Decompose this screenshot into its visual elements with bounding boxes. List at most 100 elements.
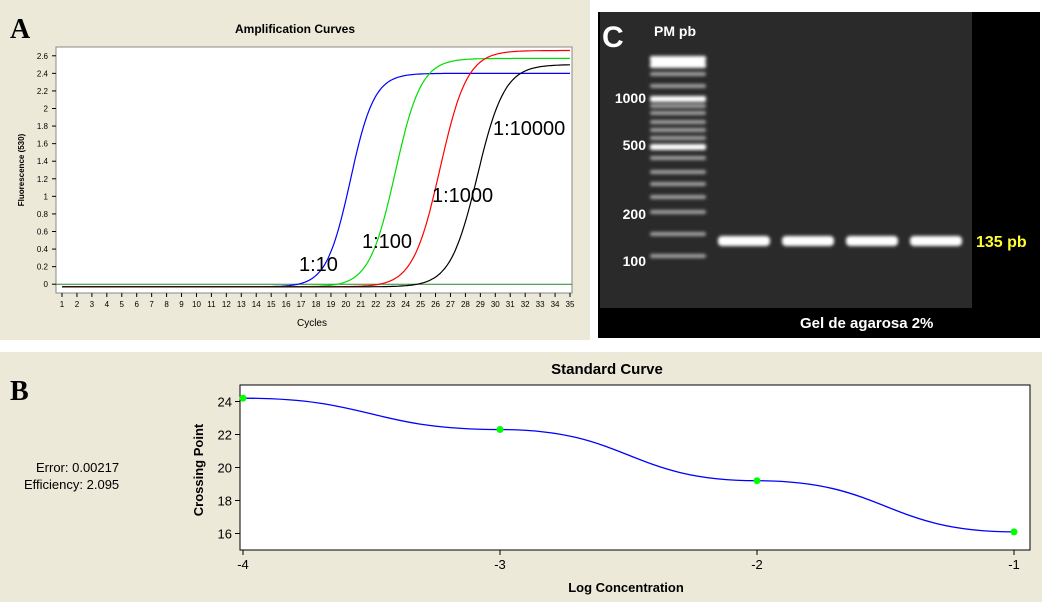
gel-footer: Gel de agarosa 2% — [800, 315, 933, 332]
gel-ladder-label: PM pb — [654, 23, 696, 39]
amplification-y-tick-label: 1.6 — [37, 140, 49, 149]
gel-ladder-band — [650, 120, 706, 124]
amplification-x-tick-label: 11 — [207, 300, 216, 309]
gel-ladder-band — [650, 56, 706, 62]
amplification-x-tick-label: 21 — [356, 300, 365, 309]
gel-ladder-band — [650, 195, 706, 199]
gel-marker-100: 100 — [623, 253, 647, 269]
panel-letter-c: C — [602, 21, 624, 54]
amplification-y-tick-label: 2 — [44, 105, 49, 114]
amplification-x-tick-label: 27 — [446, 300, 455, 309]
error-text: Error: 0.00217 — [36, 460, 120, 475]
gel-image: C PM pb 1000 500 200 100 135 pb Gel de a… — [598, 12, 1040, 338]
gel-ladder-band — [650, 111, 706, 115]
amplification-x-tick-label: 8 — [164, 300, 169, 309]
amplification-x-tick-label: 15 — [267, 300, 276, 309]
amplification-x-tick-label: 10 — [192, 300, 201, 309]
standard-curve-ylabel: Crossing Point — [191, 423, 206, 516]
panel-b: B Error: 0.00217 Efficiency: 2.095 Stand… — [0, 352, 1042, 602]
annotation-1-1000: 1:1000 — [432, 185, 493, 207]
amplification-y-tick-label: 0.8 — [37, 210, 49, 219]
gel-ladder-band — [650, 128, 706, 132]
standard-curve-y-tick-label: 22 — [218, 428, 232, 443]
amplification-y-tick-label: 0.4 — [37, 245, 49, 254]
gel-ladder-band — [650, 104, 706, 108]
gel-marker-1000: 1000 — [615, 90, 646, 106]
amplification-x-tick-label: 1 — [60, 300, 65, 309]
gel-sample-band — [846, 236, 898, 246]
gel-ladder-band — [650, 72, 706, 76]
gel-sample-band — [910, 236, 962, 246]
amplification-ylabel: Fluorescence (530) — [17, 133, 26, 206]
amplification-x-tick-label: 17 — [297, 300, 306, 309]
amplification-x-tick-label: 31 — [506, 300, 515, 309]
amplification-x-tick-label: 3 — [90, 300, 95, 309]
amplification-y-tick-label: 0 — [44, 280, 49, 289]
standard-curve-y-tick-label: 18 — [218, 494, 232, 509]
standard-curve-chart: Standard Curve Log Concentration Crossin… — [191, 361, 1031, 595]
amplification-x-tick-label: 29 — [476, 300, 485, 309]
amplification-curve-1-10000 — [62, 64, 570, 288]
amplification-y-tick-label: 0.2 — [37, 263, 49, 272]
standard-curve-y-tick-label: 16 — [218, 527, 232, 542]
amplification-x-tick-label: 6 — [134, 300, 139, 309]
standard-curve-fit-line — [242, 397, 1015, 533]
amplification-x-tick-label: 23 — [386, 300, 395, 309]
amplification-x-tick-label: 30 — [491, 300, 500, 309]
amplification-x-tick-label: 14 — [252, 300, 261, 309]
standard-curve-title: Standard Curve — [551, 361, 663, 378]
amplification-x-tick-label: 26 — [431, 300, 440, 309]
efficiency-text: Efficiency: 2.095 — [24, 477, 120, 492]
annotation-1-100: 1:100 — [362, 231, 412, 253]
standard-curve-point — [496, 426, 504, 434]
amplification-x-tick-label: 16 — [282, 300, 291, 309]
panel-letter-a: A — [10, 14, 31, 45]
amplification-x-tick-label: 19 — [326, 300, 335, 309]
gel-ladder-band — [650, 232, 706, 236]
panel-letter-b: B — [10, 376, 29, 407]
amplification-x-tick-label: 22 — [371, 300, 380, 309]
amplification-x-tick-label: 9 — [179, 300, 184, 309]
standard-curve-point — [1010, 528, 1018, 536]
standard-curve-y-tick-label: 24 — [218, 395, 232, 410]
gel-band-label: 135 pb — [976, 234, 1027, 251]
gel-marker-500: 500 — [623, 137, 647, 153]
gel-ladder-band — [650, 144, 706, 150]
standard-curve-x-tick-label: -2 — [751, 557, 763, 572]
amplification-title: Amplification Curves — [235, 22, 355, 36]
standard-curve-xlabel: Log Concentration — [568, 580, 684, 595]
amplification-x-tick-label: 33 — [536, 300, 545, 309]
gel-ladder-band — [650, 62, 706, 68]
standard-curve-point — [753, 477, 761, 485]
amplification-x-tick-label: 28 — [461, 300, 470, 309]
amplification-x-tick-label: 13 — [237, 300, 246, 309]
amplification-x-tick-label: 7 — [149, 300, 154, 309]
amplification-y-tick-label: 2.4 — [37, 69, 49, 78]
amplification-x-tick-label: 20 — [341, 300, 350, 309]
gel-ladder-band — [650, 84, 706, 88]
amplification-x-tick-label: 5 — [120, 300, 125, 309]
gel-sample-band — [718, 236, 770, 246]
gel-ladder-band — [650, 136, 706, 140]
gel-marker-200: 200 — [623, 206, 647, 222]
amplification-y-tick-label: 1.2 — [37, 175, 49, 184]
amplification-x-tick-label: 35 — [566, 300, 575, 309]
standard-curve-x-tick-label: -1 — [1008, 557, 1020, 572]
amplification-xlabel: Cycles — [297, 318, 327, 329]
gel-sample-band — [782, 236, 834, 246]
amplification-y-tick-label: 0.6 — [37, 228, 49, 237]
amplification-x-tick-label: 34 — [551, 300, 560, 309]
gel-ladder-band — [650, 170, 706, 174]
gel-ladder-band — [650, 156, 706, 160]
amplification-y-tick-label: 2.2 — [37, 87, 49, 96]
annotation-1-10: 1:10 — [299, 254, 338, 276]
amplification-x-tick-label: 12 — [222, 300, 231, 309]
amplification-y-tick-label: 1.8 — [37, 122, 49, 131]
gel-ladder-band — [650, 182, 706, 186]
gel-ladder-band — [650, 210, 706, 214]
standard-curve-x-tick-label: -4 — [237, 557, 249, 572]
standard-curve-point — [239, 394, 247, 402]
amplification-y-tick-label: 2.6 — [37, 52, 49, 61]
amplification-x-tick-label: 2 — [75, 300, 80, 309]
gel-ladder-band — [650, 96, 706, 102]
